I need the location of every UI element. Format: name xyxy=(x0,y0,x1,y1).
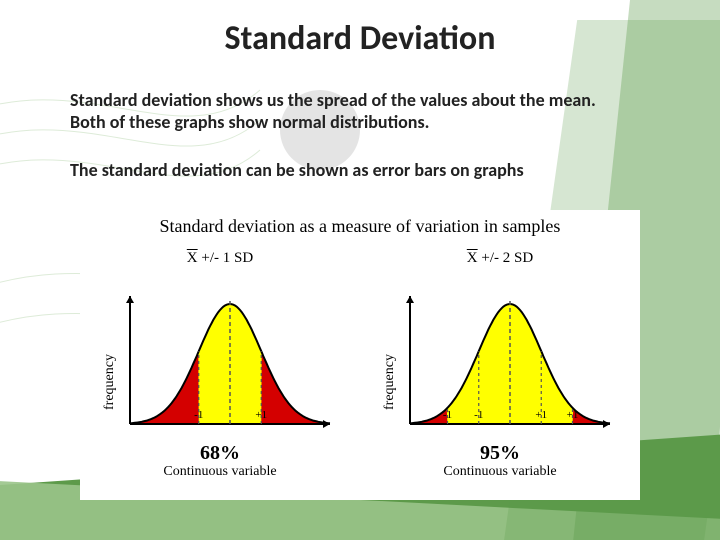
svg-text:+1: +1 xyxy=(567,409,579,421)
panel-right: X +/- 2 SD frequency -1-1+1+1 95% Contin… xyxy=(370,250,630,490)
svg-text:-1: -1 xyxy=(194,409,203,421)
panel-left-chart: -1 +1 xyxy=(90,274,350,444)
svg-text:+1: +1 xyxy=(255,409,267,421)
paragraph-2: The standard deviation can be shown as e… xyxy=(70,160,630,182)
page-title: Standard Deviation xyxy=(0,18,720,59)
figure-title: Standard deviation as a measure of varia… xyxy=(80,216,640,237)
svg-text:-1: -1 xyxy=(474,409,483,421)
panel-left-percent: 68% xyxy=(90,442,350,465)
svg-text:+1: +1 xyxy=(535,409,547,421)
figure-container: Standard deviation as a measure of varia… xyxy=(80,210,640,500)
panel-left-xlabel: Continuous variable xyxy=(90,464,350,480)
panel-left-subtitle: X +/- 1 SD xyxy=(90,250,350,267)
svg-text:-1: -1 xyxy=(443,409,452,421)
panel-left: X +/- 1 SD frequency -1+1 68% Continuous… xyxy=(90,250,350,490)
panel-right-percent: 95% xyxy=(370,442,630,465)
paragraph-1: Standard deviation shows us the spread o… xyxy=(70,90,630,133)
panel-right-xlabel: Continuous variable xyxy=(370,464,630,480)
panel-right-subtitle: X +/- 2 SD xyxy=(370,250,630,267)
panel-right-chart: -1 -1 +1 +1 xyxy=(370,274,630,444)
